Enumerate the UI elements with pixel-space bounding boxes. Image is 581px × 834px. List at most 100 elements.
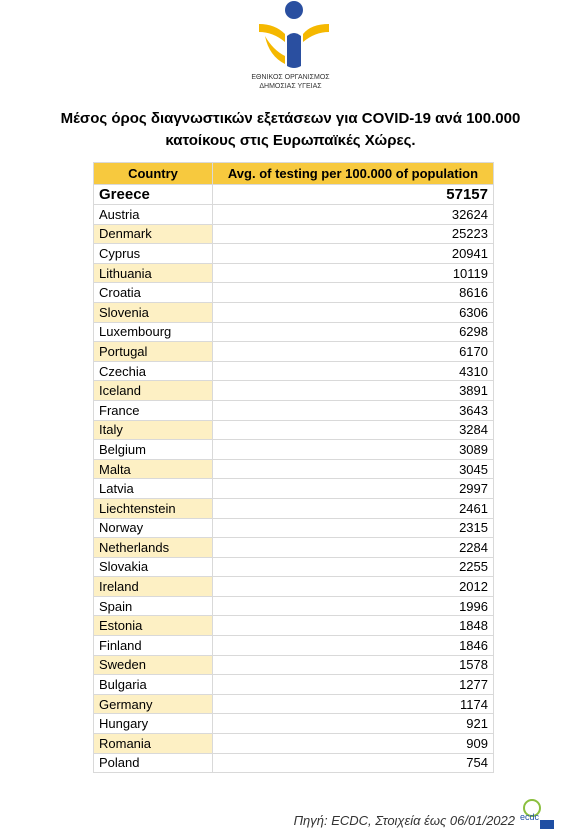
table-row: Slovakia 2255 (93, 556, 494, 578)
country-cell: Liechtenstein (93, 497, 213, 519)
country-cell: Slovakia (93, 556, 213, 578)
header-row: Country Avg. of testing per 100.000 of p… (93, 162, 494, 185)
value-cell: 909 (212, 733, 494, 754)
country-cell: Romania (93, 733, 213, 754)
table-row: Slovenia 6306 (93, 301, 494, 323)
table-row: Malta 3045 (93, 458, 494, 480)
country-cell: Portugal (93, 341, 213, 362)
value-cell: 1846 (212, 635, 494, 656)
value-cell: 10119 (212, 262, 494, 284)
value-cell: 2284 (212, 537, 494, 558)
header-cell: Country (93, 162, 213, 185)
ecdc-logo: ecdc (520, 799, 554, 829)
value-cell: 57157 (212, 184, 494, 205)
value-cell: 4310 (212, 360, 494, 382)
table-row: Iceland 3891 (93, 380, 494, 401)
country-cell: Croatia (93, 282, 213, 303)
data-table: Country Avg. of testing per 100.000 of p… (93, 162, 494, 774)
title-line: Μέσος όρος διαγνωστικών εξετάσεων για CO… (60, 110, 521, 127)
table-row: Belgium 3089 (93, 439, 494, 460)
table-row: Romania 909 (93, 733, 494, 754)
country-cell: Ireland (93, 576, 213, 597)
table-row: Lithuania 10119 (93, 262, 494, 284)
table-row: Norway 2315 (93, 517, 494, 539)
value-cell: 1277 (212, 674, 494, 695)
country-cell: Malta (93, 458, 213, 480)
country-cell: Germany (93, 693, 213, 715)
country-cell: Bulgaria (93, 674, 213, 695)
table-row: Poland 754 (93, 752, 494, 774)
value-cell: 20941 (212, 243, 494, 264)
country-cell: Lithuania (93, 262, 213, 284)
value-cell: 2315 (212, 517, 494, 539)
value-cell: 3045 (212, 458, 494, 480)
value-cell: 8616 (212, 282, 494, 303)
table-row: Italy 3284 (93, 419, 494, 441)
value-cell: 2997 (212, 478, 494, 499)
table-row: Bulgaria 1277 (93, 674, 494, 695)
table-row: Spain 1996 (93, 595, 494, 617)
table-row: Czechia 4310 (93, 360, 494, 382)
value-cell: 6306 (212, 301, 494, 323)
country-cell: Latvia (93, 478, 213, 499)
table-row: Germany 1174 (93, 693, 494, 715)
value-cell: 3643 (212, 399, 494, 421)
country-cell: Norway (93, 517, 213, 539)
source-note: Πηγή: ECDC, Στοιχεία έως 06/01/2022 (293, 813, 515, 828)
value-cell: 32624 (212, 204, 494, 225)
country-cell: Hungary (93, 713, 213, 735)
value-cell: 2012 (212, 576, 494, 597)
value-cell: 1996 (212, 595, 494, 617)
table-row: Portugal 6170 (93, 341, 494, 362)
table-row: Latvia 2997 (93, 478, 494, 499)
value-cell: 2255 (212, 556, 494, 578)
country-cell: Iceland (93, 380, 213, 401)
country-cell: Czechia (93, 360, 213, 382)
value-cell: 754 (212, 752, 494, 774)
country-cell: Estonia (93, 615, 213, 637)
value-cell: 3284 (212, 419, 494, 441)
table-row: Denmark 25223 (93, 223, 494, 245)
country-cell: Spain (93, 595, 213, 617)
country-cell: Sweden (93, 654, 213, 676)
table-row: France 3643 (93, 399, 494, 421)
value-cell: 1174 (212, 693, 494, 715)
country-cell: Denmark (93, 223, 213, 245)
table-row: Croatia 8616 (93, 282, 494, 303)
country-cell: France (93, 399, 213, 421)
header-cell: Avg. of testing per 100.000 of populatio… (212, 162, 494, 185)
logo-text: ΔΗΜΟΣΙΑΣ ΥΓΕΙΑΣ (259, 83, 322, 90)
country-cell: Greece (93, 184, 213, 205)
country-cell: Slovenia (93, 301, 213, 323)
value-cell: 6170 (212, 341, 494, 362)
ecdc-text: ecdc (520, 812, 540, 822)
table-row: Ireland 2012 (93, 576, 494, 597)
value-cell: 921 (212, 713, 494, 735)
table-row: Netherlands 2284 (93, 537, 494, 558)
value-cell: 6298 (212, 321, 494, 343)
title: Μέσος όρος διαγνωστικών εξετάσεων για CO… (0, 108, 581, 152)
table-row: Greece 57157 (93, 184, 494, 205)
logo-text: ΕΘΝΙΚΟΣ ΟΡΓΑΝΙΣΜΟΣ (251, 74, 330, 81)
table-row: Hungary 921 (93, 713, 494, 735)
title-line: κατοίκους στις Ευρωπαϊκές Χώρες. (165, 132, 416, 149)
country-cell: Finland (93, 635, 213, 656)
country-cell: Austria (93, 204, 213, 225)
country-cell: Cyprus (93, 243, 213, 264)
table-row: Estonia 1848 (93, 615, 494, 637)
country-cell: Poland (93, 752, 213, 774)
country-cell: Netherlands (93, 537, 213, 558)
country-cell: Belgium (93, 439, 213, 460)
value-cell: 1848 (212, 615, 494, 637)
table-row: Austria 32624 (93, 204, 494, 225)
value-cell: 2461 (212, 497, 494, 519)
value-cell: 1578 (212, 654, 494, 676)
country-cell: Italy (93, 419, 213, 441)
table-row: Luxembourg 6298 (93, 321, 494, 343)
table-row: Liechtenstein 2461 (93, 497, 494, 519)
country-cell: Luxembourg (93, 321, 213, 343)
value-cell: 3891 (212, 380, 494, 401)
value-cell: 3089 (212, 439, 494, 460)
value-cell: 25223 (212, 223, 494, 245)
